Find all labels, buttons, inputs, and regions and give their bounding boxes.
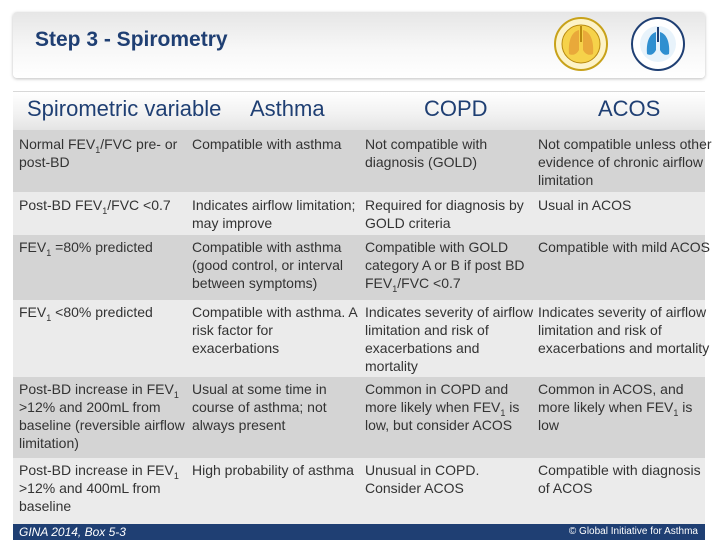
cell-copd: Required for diagnosis by GOLD criteria [365, 197, 524, 231]
gina-logo-icon [631, 17, 685, 71]
gold-logo-icon [554, 17, 608, 71]
footer-bar [13, 524, 705, 540]
cell-asthma: Compatible with asthma (good control, or… [192, 239, 343, 291]
table-row [13, 130, 705, 192]
column-header-variable: Spirometric variable [27, 96, 222, 121]
table-row [13, 192, 705, 235]
cell-asthma: Compatible with asthma. A risk factor fo… [192, 304, 357, 356]
table-row [13, 235, 705, 300]
cell-copd: Indicates severity of airflow limitation… [365, 304, 534, 374]
table-row [13, 458, 705, 524]
column-header-acos: ACOS [598, 96, 661, 121]
cell-variable: Post-BD increase in FEV1 >12% and 400mL … [19, 462, 179, 514]
cell-copd: Compatible with GOLD category A or B if … [365, 239, 525, 294]
table-row [13, 300, 705, 377]
cell-acos: Not compatible unless other evidence of … [538, 136, 712, 188]
cell-variable: FEV1 =80% predicted [19, 239, 153, 258]
column-header-copd: COPD [424, 96, 488, 121]
page-title: Step 3 - Spirometry [35, 28, 228, 51]
cell-variable: Post-BD FEV1/FVC <0.7 [19, 197, 171, 216]
cell-variable: Normal FEV1/FVC pre- or post-BD [19, 136, 178, 170]
table-row [13, 377, 705, 458]
cell-copd: Common in COPD and more likely when FEV1… [365, 381, 520, 433]
cell-acos: Compatible with mild ACOS [538, 239, 710, 255]
cell-copd: Unusual in COPD. Consider ACOS [365, 462, 480, 496]
cell-variable: FEV1 <80% predicted [19, 304, 153, 323]
cell-acos: Indicates severity of airflow limitation… [538, 304, 710, 356]
cell-asthma: Compatible with asthma [192, 136, 342, 152]
cell-acos: Compatible with diagnosis of ACOS [538, 462, 701, 496]
column-header-asthma: Asthma [250, 96, 325, 121]
cell-asthma: Indicates airflow limitation; may improv… [192, 197, 356, 231]
copyright-notice: © Global Initiative for Asthma [568, 526, 698, 537]
cell-acos: Usual in ACOS [538, 197, 632, 213]
source-citation: GINA 2014, Box 5-3 [19, 525, 126, 539]
cell-acos: Common in ACOS, and more likely when FEV… [538, 381, 693, 433]
cell-asthma: Usual at some time in course of asthma; … [192, 381, 327, 433]
cell-variable: Post-BD increase in FEV1 >12% and 200mL … [19, 381, 185, 451]
cell-asthma: High probability of asthma [192, 462, 354, 478]
cell-copd: Not compatible with diagnosis (GOLD) [365, 136, 488, 170]
column-header-bar [13, 91, 705, 130]
